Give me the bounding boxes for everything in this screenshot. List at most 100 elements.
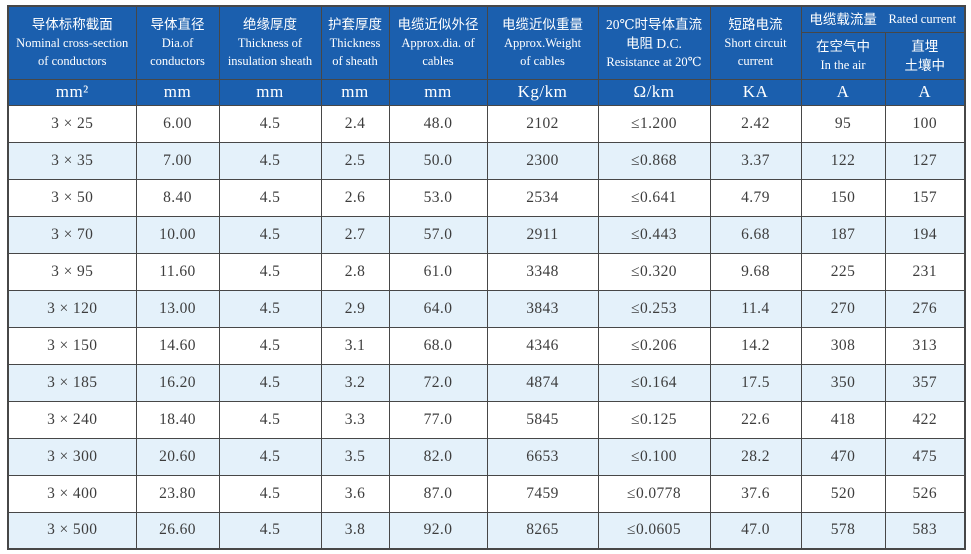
col-header-sheath-thickness: 护套厚度 Thickness of sheath (320, 5, 390, 80)
table-cell: 3 × 70 (7, 215, 137, 254)
unit-buried: A (884, 78, 966, 106)
table-cell: 7459 (486, 474, 599, 513)
unit-in-air: A (800, 78, 886, 106)
unit-dc-resistance: Ω/km (597, 78, 711, 106)
table-cell: 4.5 (218, 289, 322, 328)
table-row: 3 × 95 11.60 4.5 2.8 61.0 3348 ≤0.320 9.68 225 23… (7, 252, 966, 291)
col-header-dc-resistance-zh: 20℃时导体直流 电阻 D.C. (605, 16, 703, 51)
table-cell: 61.0 (388, 252, 488, 291)
table-cell: 3.6 (320, 474, 390, 513)
table-cell: 10.00 (135, 215, 220, 254)
table-cell: 92.0 (388, 511, 488, 550)
table-cell: 68.0 (388, 326, 488, 365)
table-cell: 3 × 400 (7, 474, 137, 513)
col-header-approx-dia-zh: 电缆近似外径 (397, 17, 479, 33)
table-cell: 3 × 95 (7, 252, 137, 291)
table-cell: 2102 (486, 104, 599, 143)
table-cell: 3.1 (320, 326, 390, 365)
table-cell: 28.2 (709, 437, 802, 476)
table-cell: 64.0 (388, 289, 488, 328)
table-cell: 13.00 (135, 289, 220, 328)
table-cell: 2.9 (320, 289, 390, 328)
table-cell: 22.6 (709, 400, 802, 439)
col-header-approx-weight-zh: 电缆近似重量 (502, 17, 583, 33)
unit-approx-weight: Kg/km (486, 78, 599, 106)
table-body: 3 × 25 6.00 4.5 2.4 48.0 2102 ≤1.200 2.42 95 100 3… (7, 104, 966, 550)
table-cell: 578 (800, 511, 886, 550)
col-header-short-circuit-zh: 短路电流 (728, 17, 783, 33)
table-cell: 475 (884, 437, 966, 476)
table-cell: ≤0.320 (597, 252, 711, 291)
table-cell: 4.5 (218, 326, 322, 365)
table-cell: 2.42 (709, 104, 802, 143)
col-header-short-circuit: 短路电流 Short circuit current (709, 5, 802, 80)
col-header-cross-section-zh: 导体标称截面 (31, 17, 113, 33)
table-row: 3 × 300 20.60 4.5 3.5 82.0 6653 ≤0.100 28.2 470 4… (7, 437, 966, 476)
table-cell: 3 × 500 (7, 511, 137, 550)
table-cell: 422 (884, 400, 966, 439)
col-header-approx-dia: 电缆近似外径 Approx.dia. of cables (388, 5, 488, 80)
table-cell: 276 (884, 289, 966, 328)
table-row: 3 × 50 8.40 4.5 2.6 53.0 2534 ≤0.641 4.79 150 157 (7, 178, 966, 217)
table-cell: 3 × 300 (7, 437, 137, 476)
header-row-sub: 在空气中 In the air 直埋 土壤中 (8, 31, 966, 80)
table-cell: 3.8 (320, 511, 390, 550)
table-cell: 4.5 (218, 437, 322, 476)
table-cell: 520 (800, 474, 886, 513)
table-cell: 2.8 (320, 252, 390, 291)
table-cell: 14.2 (709, 326, 802, 365)
table-cell: 187 (800, 215, 886, 254)
table-cell: 4.5 (218, 363, 322, 402)
table-cell: 48.0 (388, 104, 488, 143)
table-cell: ≤0.443 (597, 215, 711, 254)
table-cell: ≤0.100 (597, 437, 711, 476)
table-cell: 57.0 (388, 215, 488, 254)
table-cell: 11.60 (135, 252, 220, 291)
table-cell: 150 (800, 178, 886, 217)
table-cell: 4.5 (218, 141, 322, 180)
table-cell: 4874 (486, 363, 599, 402)
table-cell: 50.0 (388, 141, 488, 180)
table-cell: ≤0.0605 (597, 511, 711, 550)
table-cell: 8.40 (135, 178, 220, 217)
table-cell: ≤0.125 (597, 400, 711, 439)
col-header-approx-weight-en: Approx.Weight of cables (503, 36, 582, 69)
table-cell: 82.0 (388, 437, 488, 476)
table-row: 3 × 240 18.40 4.5 3.3 77.0 5845 ≤0.125 22.6 418 4… (7, 400, 966, 439)
unit-conductor-dia: mm (135, 78, 220, 106)
table-cell: 20.60 (135, 437, 220, 476)
table-cell: 53.0 (388, 178, 488, 217)
table-cell: 6.68 (709, 215, 802, 254)
table-cell: 72.0 (388, 363, 488, 402)
table-cell: ≤0.868 (597, 141, 711, 180)
table-cell: 194 (884, 215, 966, 254)
col-header-sheath-thickness-zh: 护套厚度 (328, 17, 382, 33)
table-cell: 3 × 35 (7, 141, 137, 180)
col-header-in-air-zh: 在空气中 (816, 39, 870, 54)
col-header-dc-resistance-en: Resistance at 20℃ (606, 54, 702, 69)
table-cell: ≤0.253 (597, 289, 711, 328)
col-header-dc-resistance: 20℃时导体直流 电阻 D.C. Resistance at 20℃ (597, 5, 711, 80)
table-cell: 17.5 (709, 363, 802, 402)
table-cell: ≤0.164 (597, 363, 711, 402)
col-header-cross-section-en: Nominal cross-section of conductors (16, 36, 129, 69)
table-cell: 4.5 (218, 252, 322, 291)
unit-cross-section: mm² (7, 78, 137, 106)
table-cell: 4.79 (709, 178, 802, 217)
table-cell: 3 × 240 (7, 400, 137, 439)
table-cell: 3.5 (320, 437, 390, 476)
table-cell: 350 (800, 363, 886, 402)
table-cell: 357 (884, 363, 966, 402)
table-cell: 3 × 120 (7, 289, 137, 328)
table-cell: 2534 (486, 178, 599, 217)
table-cell: 47.0 (709, 511, 802, 550)
table-cell: 4.5 (218, 474, 322, 513)
col-header-buried: 直埋 土壤中 (884, 31, 966, 80)
table-cell: 225 (800, 252, 886, 291)
cable-spec-table: 导体标称截面 Nominal cross-section of conducto… (7, 5, 966, 550)
table-cell: 3 × 50 (7, 178, 137, 217)
table-cell: 470 (800, 437, 886, 476)
table-cell: 16.20 (135, 363, 220, 402)
table-cell: 4.5 (218, 104, 322, 143)
table-cell: 526 (884, 474, 966, 513)
